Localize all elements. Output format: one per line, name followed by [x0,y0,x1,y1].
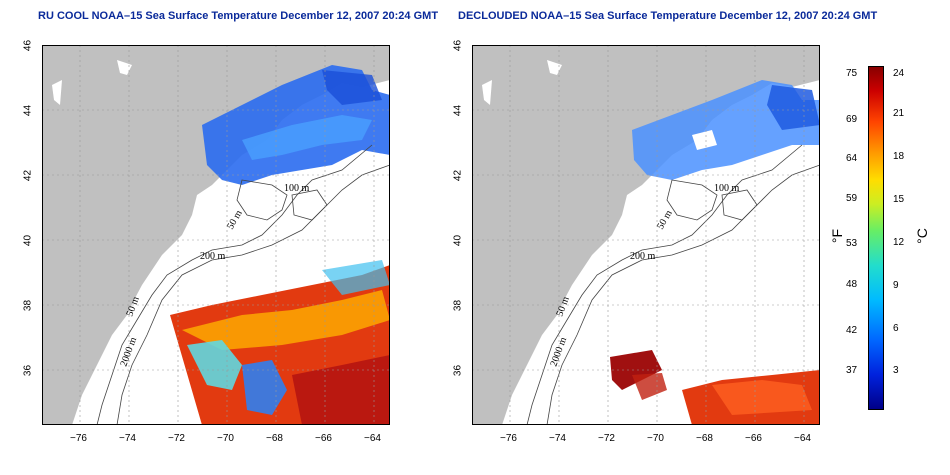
colorbar-f-tick: 42 [846,325,858,336]
contour-label: 200 m [630,251,656,262]
colorbar-c-tick: 12 [893,237,905,248]
lon-tick: −68 [266,433,283,444]
colorbar-c-tick: 24 [893,68,905,79]
lat-tick: 36 [22,364,34,377]
colorbar-c-tick: 21 [893,108,905,119]
lon-tick: −66 [745,433,762,444]
temperature-colorbar [868,66,884,410]
lat-tick: 38 [22,299,34,312]
lat-tick: 36 [452,364,464,377]
colorbar-c-tick: 18 [893,151,905,162]
lon-tick: −74 [549,433,566,444]
lon-tick: −68 [696,433,713,444]
colorbar-c-tick: 9 [893,280,899,291]
colorbar-c-tick: 6 [893,323,899,334]
lon-tick: −74 [119,433,136,444]
contour-label: 100 m [714,183,740,194]
left-sst-map: 100 m 50 m 200 m 50 m 2000 m [42,45,390,425]
contour-label: 50 m [655,208,675,231]
lon-tick: −64 [794,433,811,444]
lat-tick: 38 [452,299,464,312]
lon-tick: −70 [647,433,664,444]
lat-tick: 44 [22,104,34,117]
left-map-title: RU COOL NOAA–15 Sea Surface Temperature … [38,10,439,22]
lat-tick: 40 [452,234,464,247]
lat-tick: 46 [22,39,34,52]
lon-tick: −64 [364,433,381,444]
colorbar-f-tick: 48 [846,279,858,290]
right-sst-map: 100 m 50 m 200 m 50 m 2000 m [472,45,820,425]
colorbar-c-tick: 15 [893,194,905,205]
fahrenheit-unit-label: °F [829,228,846,244]
lon-tick: −70 [217,433,234,444]
colorbar-f-tick: 75 [846,68,858,79]
lat-tick: 44 [452,104,464,117]
lon-tick: −72 [598,433,615,444]
lat-tick: 42 [452,169,464,182]
colorbar-f-tick: 69 [846,114,858,125]
colorbar-f-tick: 53 [846,238,858,249]
contour-label: 100 m [284,183,310,194]
contour-label: 50 m [225,208,245,231]
colorbar-f-tick: 59 [846,193,858,204]
lon-tick: −72 [168,433,185,444]
contour-label: 200 m [200,251,226,262]
lon-tick: −76 [70,433,87,444]
colorbar-c-tick: 3 [893,365,899,376]
lat-tick: 40 [22,234,34,247]
colorbar-f-tick: 64 [846,153,858,164]
right-map-title: DECLOUDED NOAA–15 Sea Surface Temperatur… [458,10,878,22]
lat-tick: 46 [452,39,464,52]
lon-tick: −76 [500,433,517,444]
warm-sst-region [610,350,662,390]
lat-tick: 42 [22,169,34,182]
celsius-unit-label: °C [913,228,930,244]
lon-tick: −66 [315,433,332,444]
colorbar-f-tick: 37 [846,365,858,376]
